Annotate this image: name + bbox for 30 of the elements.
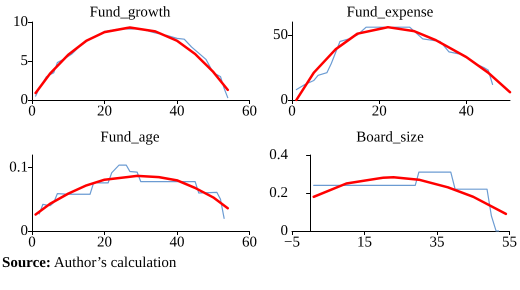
line-series [34,174,229,216]
x-tick-label: 20 [97,104,112,120]
chart-title: Fund_expense [346,4,434,20]
chart-title: Fund_growth [90,4,171,20]
y-tick-label: 5 [20,53,28,69]
x-tick-label: 20 [97,234,112,250]
source-note: Source: Author’s calculation [2,255,176,272]
y-tick-label: 0 [20,223,28,239]
x-tick-label: 40 [170,104,184,120]
x-tick-label: 55 [502,234,517,250]
y-tick-label: 0 [280,92,288,108]
line-series [312,176,508,216]
x-tick-label: 15 [357,234,372,250]
y-tick-label: 10 [13,14,28,30]
x-tick-label: 40 [458,104,474,120]
y-tick-label: 50 [273,27,288,43]
y-tick-label: 0.1 [9,160,28,176]
line-series [313,172,500,232]
line-series [38,164,225,219]
chart-title: Board_size [356,130,424,146]
x-tick-label: 60 [242,104,257,120]
x-tick-label: 40 [170,234,184,250]
y-tick-label: 0 [20,92,28,108]
x-tick-label: 60 [242,234,257,250]
x-tick-label: 35 [430,234,444,250]
y-tick-label: 0.2 [269,185,288,201]
y-tick-label: 0.4 [269,147,288,163]
line-series [295,26,512,102]
x-tick-label: 20 [372,104,387,120]
chart-title: Fund_age [100,130,160,146]
